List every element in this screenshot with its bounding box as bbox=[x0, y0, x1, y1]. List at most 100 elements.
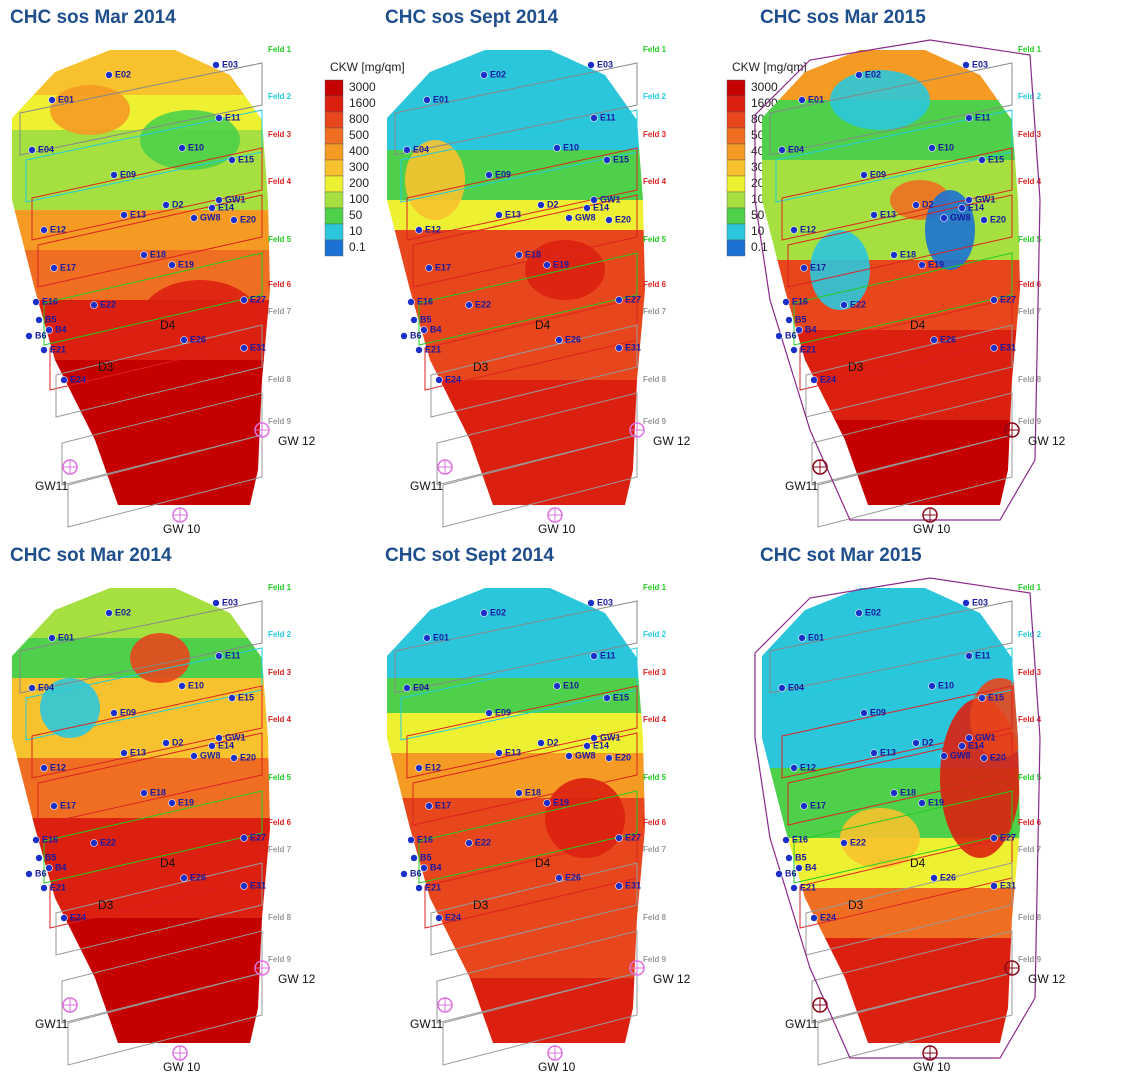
point-label: E15 bbox=[613, 692, 629, 702]
sample-point bbox=[401, 871, 408, 878]
sample-point bbox=[963, 600, 970, 607]
sample-point bbox=[61, 377, 68, 384]
sample-point bbox=[966, 653, 973, 660]
point-label: E09 bbox=[120, 707, 136, 717]
point-label: GW1 bbox=[225, 732, 246, 742]
point-label: D2 bbox=[547, 737, 559, 747]
point-label: E24 bbox=[820, 374, 836, 384]
sample-point bbox=[871, 212, 878, 219]
point-label: E11 bbox=[600, 650, 616, 660]
sample-point bbox=[49, 97, 56, 104]
field-label: Feld 1 bbox=[268, 583, 292, 592]
field-label: Feld 3 bbox=[268, 130, 292, 139]
legend-label: 3000 bbox=[349, 80, 376, 94]
sample-point bbox=[36, 855, 43, 862]
point-label: E27 bbox=[1000, 294, 1016, 304]
legend-swatch bbox=[325, 128, 343, 144]
sample-point bbox=[216, 735, 223, 742]
legend-label: 500 bbox=[349, 128, 369, 142]
point-label: E15 bbox=[613, 154, 629, 164]
sample-point bbox=[604, 157, 611, 164]
point-label: E01 bbox=[433, 632, 449, 642]
sample-point bbox=[426, 803, 433, 810]
point-label: E01 bbox=[808, 94, 824, 104]
point-label: E13 bbox=[505, 747, 521, 757]
point-label: E01 bbox=[58, 94, 74, 104]
field-label: Feld 1 bbox=[1018, 583, 1042, 592]
contour-map bbox=[0, 40, 300, 521]
legend-label: 100 bbox=[349, 192, 369, 206]
field-label: Feld 2 bbox=[1018, 92, 1042, 101]
marker-label: D3 bbox=[848, 360, 864, 374]
point-label: B5 bbox=[420, 852, 432, 862]
sample-point bbox=[241, 835, 248, 842]
point-label: B4 bbox=[55, 324, 67, 334]
sample-point bbox=[991, 835, 998, 842]
well-label: GW 10 bbox=[913, 522, 951, 536]
sample-point bbox=[516, 252, 523, 259]
point-label: E11 bbox=[600, 112, 616, 122]
sample-point bbox=[179, 683, 186, 690]
point-label: E31 bbox=[250, 880, 266, 890]
legend-label: 10 bbox=[751, 224, 765, 238]
well-label: GW11 bbox=[35, 479, 68, 493]
sample-point bbox=[981, 755, 988, 762]
point-label: E31 bbox=[1000, 880, 1016, 890]
point-label: B4 bbox=[805, 324, 817, 334]
sample-point bbox=[588, 62, 595, 69]
sample-point bbox=[941, 215, 948, 222]
map-panel: CHC sos Sept 2014Feld 1Feld 2Feld 3Feld … bbox=[375, 7, 807, 536]
field-label: Feld 2 bbox=[1018, 630, 1042, 639]
well-label: GW 12 bbox=[278, 972, 316, 986]
point-label: E13 bbox=[130, 747, 146, 757]
point-label: B6 bbox=[410, 868, 422, 878]
marker-label: D4 bbox=[910, 318, 926, 332]
panel-title: CHC sos Mar 2014 bbox=[10, 7, 176, 28]
well-label: GW 10 bbox=[538, 522, 576, 536]
sample-point bbox=[584, 743, 591, 750]
sample-point bbox=[33, 299, 40, 306]
legend-swatch bbox=[727, 192, 745, 208]
sample-point bbox=[209, 743, 216, 750]
sample-point bbox=[408, 837, 415, 844]
sample-point bbox=[991, 297, 998, 304]
legend-swatch bbox=[727, 176, 745, 192]
field-label: Feld 9 bbox=[1018, 955, 1042, 964]
sample-point bbox=[26, 871, 33, 878]
map-panel: CHC sot Mar 2015Feld 1Feld 2Feld 3Feld 4… bbox=[750, 545, 1066, 1074]
point-label: E02 bbox=[115, 607, 131, 617]
point-label: E26 bbox=[190, 872, 206, 882]
sample-point bbox=[163, 740, 170, 747]
sample-point bbox=[981, 217, 988, 224]
point-label: E26 bbox=[940, 334, 956, 344]
point-label: E26 bbox=[940, 872, 956, 882]
sample-point bbox=[229, 695, 236, 702]
point-label: GW1 bbox=[975, 732, 996, 742]
point-label: E16 bbox=[417, 296, 433, 306]
sample-point bbox=[424, 97, 431, 104]
sample-point bbox=[959, 743, 966, 750]
sample-point bbox=[616, 345, 623, 352]
sample-point bbox=[791, 885, 798, 892]
sample-point bbox=[169, 262, 176, 269]
point-label: E18 bbox=[525, 787, 541, 797]
sample-point bbox=[959, 205, 966, 212]
contour-zone bbox=[545, 778, 625, 858]
point-label: E17 bbox=[60, 800, 76, 810]
field-label: Feld 4 bbox=[643, 177, 667, 186]
point-label: E10 bbox=[938, 142, 954, 152]
legend-swatch bbox=[727, 224, 745, 240]
point-label: E27 bbox=[625, 294, 641, 304]
point-label: E12 bbox=[800, 762, 816, 772]
legend-swatch bbox=[325, 208, 343, 224]
point-label: E17 bbox=[810, 262, 826, 272]
field-label: Feld 6 bbox=[268, 818, 292, 827]
point-label: B5 bbox=[45, 852, 57, 862]
point-label: E19 bbox=[553, 259, 569, 269]
sample-point bbox=[591, 735, 598, 742]
sample-point bbox=[191, 215, 198, 222]
point-label: E21 bbox=[425, 882, 441, 892]
legend-swatch bbox=[325, 144, 343, 160]
point-label: B4 bbox=[430, 862, 442, 872]
legend-label: 10 bbox=[349, 224, 363, 238]
